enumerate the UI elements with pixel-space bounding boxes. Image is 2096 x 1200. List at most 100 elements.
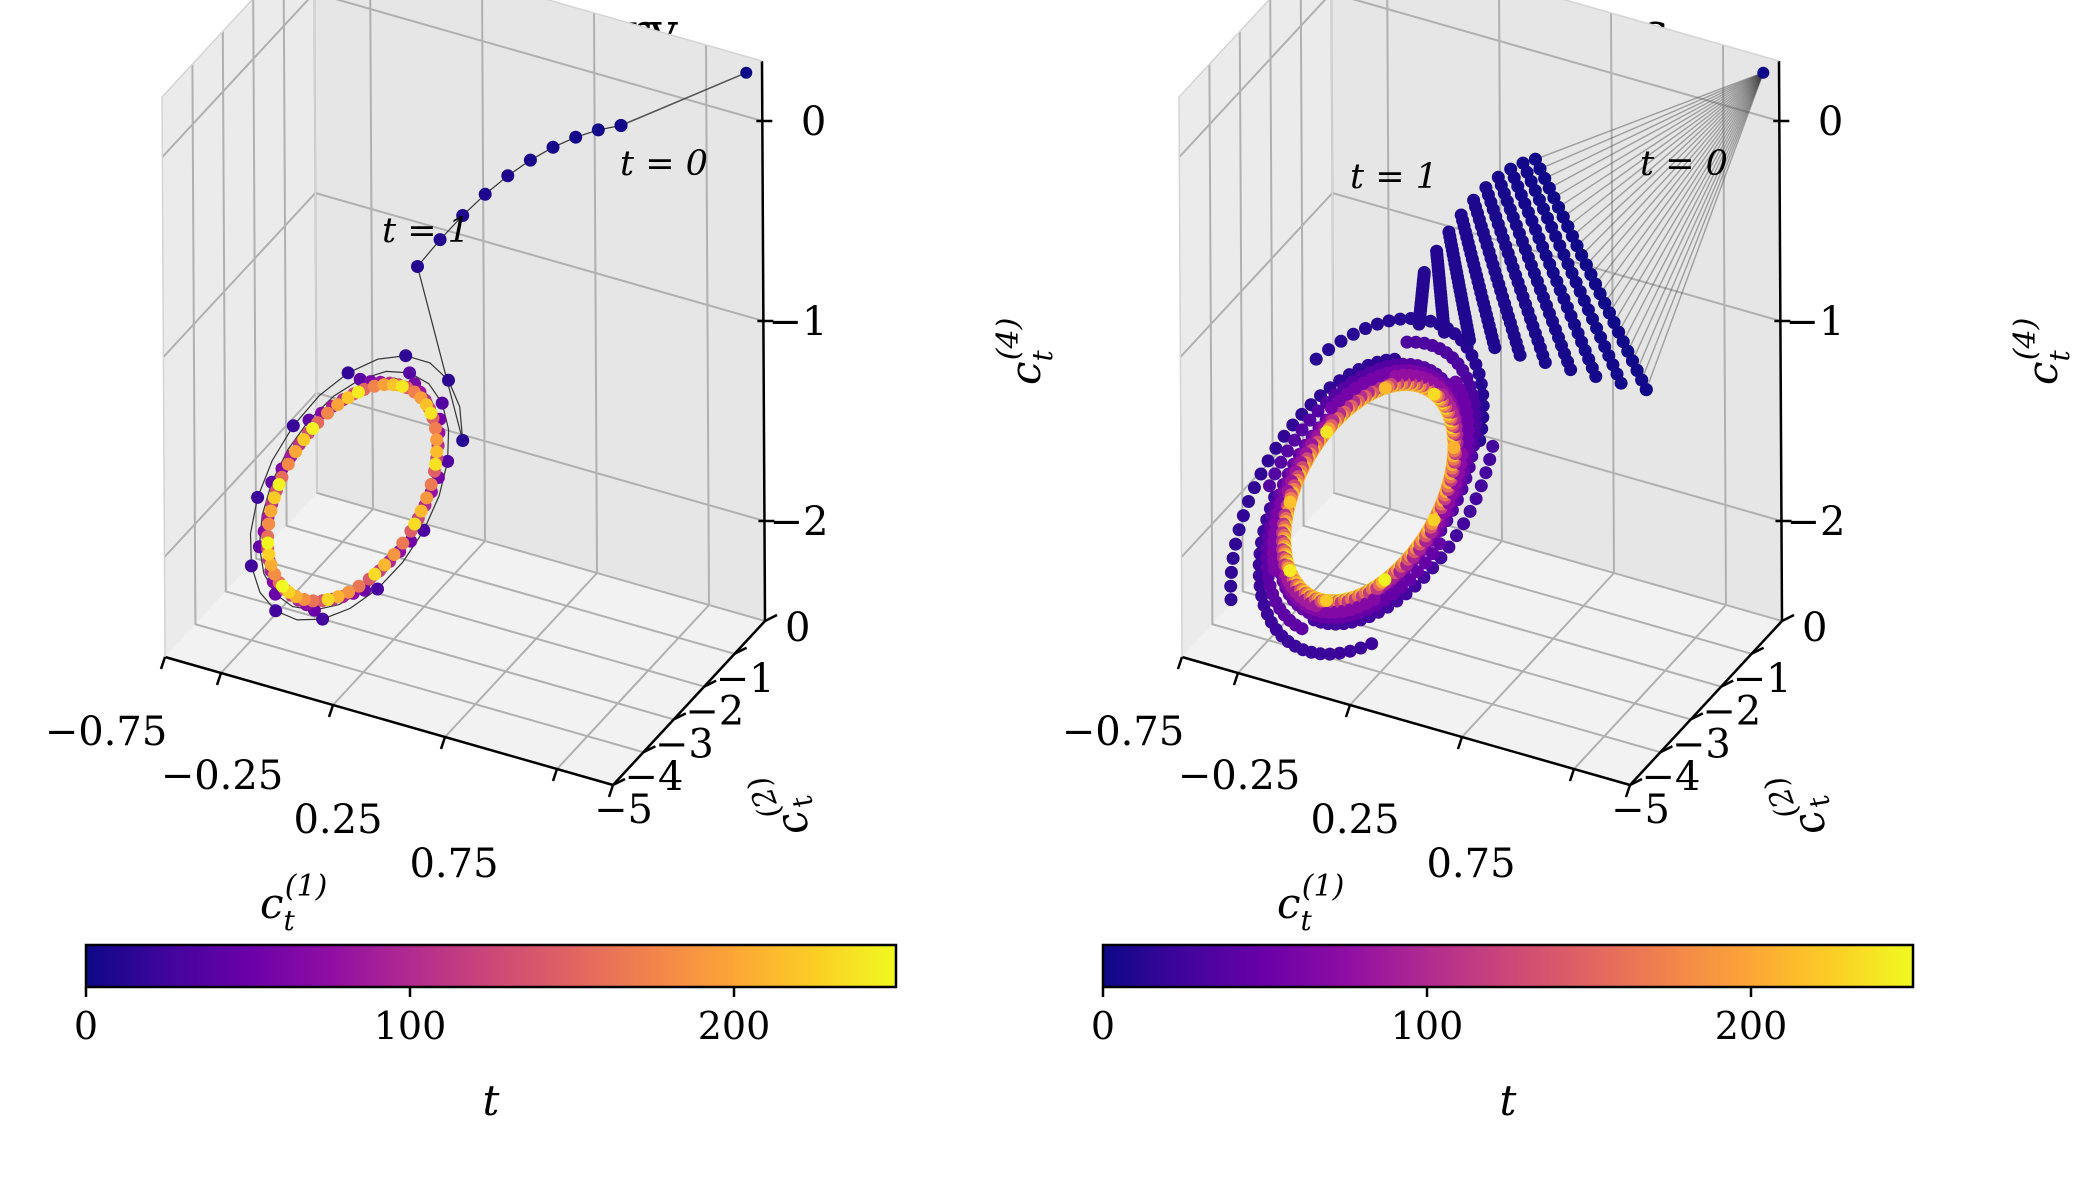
trajectory-point xyxy=(316,612,330,626)
trajectory-point xyxy=(1533,162,1547,176)
x-axis-ticks: −0.75−0.250.25 0.75 xyxy=(45,656,615,887)
z-tick-label: −1 xyxy=(1785,299,1844,345)
colorbar: 0 100 200 t xyxy=(1091,943,1915,1125)
trajectory-point xyxy=(523,153,537,167)
trajectory-point xyxy=(352,579,366,593)
back-pane xyxy=(1331,0,1782,621)
x-axis-label: ct(1) xyxy=(260,869,327,937)
trajectory-point xyxy=(1253,579,1267,593)
trajectory-point xyxy=(272,478,286,491)
x-tick xyxy=(1344,704,1352,718)
trajectory-point xyxy=(1488,341,1502,355)
trajectory-point xyxy=(262,547,276,561)
trajectory-point xyxy=(244,559,258,573)
trajectory-point xyxy=(1469,492,1483,506)
trajectory-point xyxy=(1283,564,1297,578)
y-axis-ticks: 0−1−2−3−4−5 xyxy=(594,605,810,833)
trajectory-line xyxy=(1608,72,1764,314)
trajectory-line xyxy=(1599,72,1764,295)
trajectory-point xyxy=(1450,529,1463,543)
y-tick xyxy=(764,613,778,623)
y-axis-ticks: 0−1−2−3−4−5 xyxy=(1611,605,1827,833)
trajectory-point xyxy=(1598,296,1612,310)
x-tick-label: −0.75 xyxy=(45,709,168,755)
y-axis-label: ct(2) xyxy=(741,760,828,846)
z-tick-label: −2 xyxy=(769,499,828,545)
trajectory-point xyxy=(1400,335,1414,349)
trajectory-point xyxy=(441,454,455,468)
trajectory-point xyxy=(1418,556,1432,570)
y-gridline xyxy=(1299,0,1752,655)
y-tick xyxy=(703,679,717,688)
y-tick xyxy=(1690,712,1704,721)
z-tick-label: 0 xyxy=(801,99,826,145)
trajectory-point xyxy=(1322,343,1336,357)
trajectory-point xyxy=(1320,594,1333,607)
panel-25-trajectories: 25 tractories −0.75−0.250.250.75 0−1−2−3… xyxy=(1062,0,2076,1125)
trajectory-line xyxy=(1622,72,1764,343)
trajectory-point xyxy=(1378,381,1392,395)
trajectory-line xyxy=(1627,72,1764,352)
trajectory-point xyxy=(1403,573,1417,587)
trajectory-line xyxy=(620,71,747,127)
trajectory-point xyxy=(264,558,278,572)
trajectory-point xyxy=(342,585,356,599)
y-gridline xyxy=(191,64,644,754)
y-tick-label: 0 xyxy=(1802,605,1827,651)
trajectory-point xyxy=(378,558,392,572)
trajectory-point xyxy=(456,209,470,222)
x-tick xyxy=(159,656,167,670)
trajectory-point xyxy=(341,366,355,380)
trajectory-point xyxy=(262,517,276,531)
z-axis-ticks: 0 −1 −2 xyxy=(756,99,828,545)
trajectory-point xyxy=(1247,481,1261,495)
y-tick-label: 0 xyxy=(785,605,810,651)
y-tick-label: −3 xyxy=(1672,721,1731,767)
trajectory-point xyxy=(1427,513,1441,527)
trajectory-point xyxy=(1474,377,1488,391)
trajectory-point xyxy=(1295,622,1309,636)
trajectory-line xyxy=(1636,72,1764,371)
trajectory-line xyxy=(1604,72,1764,304)
trajectory-point xyxy=(414,504,428,518)
axes-spines xyxy=(1178,0,1784,787)
y-tick xyxy=(1659,745,1673,754)
z-gridline xyxy=(1178,0,1780,158)
trajectory-point xyxy=(591,123,605,137)
trajectory-point xyxy=(1365,637,1379,651)
trajectory-point xyxy=(1427,387,1441,401)
trajectory-point xyxy=(1334,334,1348,348)
z-axis-label: ct(4) xyxy=(991,318,1059,385)
trajectory-point xyxy=(261,536,275,550)
trajectory-point xyxy=(1274,455,1288,469)
trajectory-point xyxy=(1639,383,1653,397)
trajectory-point xyxy=(1323,647,1337,661)
z-tick-label: −1 xyxy=(768,299,827,345)
trajectory-point xyxy=(395,379,409,393)
trajectory-point xyxy=(1463,333,1476,347)
trajectory-line xyxy=(1558,72,1764,208)
x-tick xyxy=(1568,768,1576,782)
colorbar-label: t xyxy=(483,1076,500,1125)
trajectory-line xyxy=(1548,72,1764,189)
trajectory-point xyxy=(297,433,311,447)
trajectory-point xyxy=(1513,348,1527,362)
trajectory-point xyxy=(1263,479,1276,493)
annotation-t1: t = 1 xyxy=(382,211,470,251)
trajectory-point xyxy=(1224,565,1238,579)
x-tick-label: −0.25 xyxy=(1178,753,1301,799)
trajectory-point xyxy=(1462,424,1475,437)
trajectory-points xyxy=(1224,66,1770,661)
trajectory-point xyxy=(1412,317,1426,331)
trajectory-line xyxy=(1641,72,1764,381)
z-axis-line xyxy=(1777,60,1784,622)
y-gridline xyxy=(1238,31,1692,721)
axes-panes xyxy=(1179,0,1782,785)
trajectory-points xyxy=(244,66,753,626)
trajectory-point xyxy=(1437,325,1451,339)
trajectory-point xyxy=(1382,314,1396,328)
z-axis-ticks: 0 −1 −2 xyxy=(1773,99,1845,545)
trajectory-point xyxy=(424,478,438,491)
trajectory-point xyxy=(435,396,449,410)
trajectory-point xyxy=(433,233,447,247)
